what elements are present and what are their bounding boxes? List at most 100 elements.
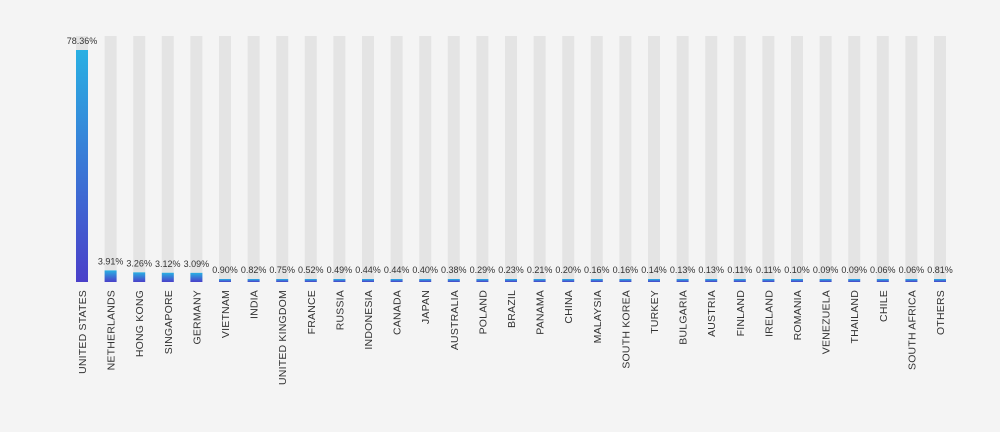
tick-label: FINLAND [735,290,747,337]
bar-track [619,36,632,282]
bar-track [447,36,460,282]
bar-track [791,36,803,282]
data-label: 0.44% [355,265,381,275]
bar [619,279,632,282]
data-label: 3.12% [155,259,181,269]
bar-track [590,36,603,282]
bar-track [648,36,660,282]
tick-label: CANADA [392,290,404,335]
tick-label: SINGAPORE [163,290,175,354]
data-bars [76,50,946,282]
data-label: 0.40% [412,265,438,275]
data-label: 0.82% [241,265,267,275]
data-label: 0.09% [813,265,839,275]
bar-track [133,36,146,282]
bar-track [333,36,346,282]
data-label: 0.16% [584,265,610,275]
data-label: 0.13% [670,265,696,275]
bar-track [934,36,946,282]
tick-label: FRANCE [306,290,318,334]
tick-label: SOUTH KOREA [620,290,632,369]
data-label: 0.38% [441,265,467,275]
bar-track [190,36,203,282]
bar-track [476,36,489,282]
tick-label: THAILAND [849,290,861,344]
tick-label: ROMANIA [792,290,804,340]
bar-track [533,36,546,282]
tick-label: BRAZIL [506,290,518,328]
bar-track [562,36,575,282]
tick-label: POLAND [477,290,489,335]
bar [733,279,746,282]
bar [104,270,117,282]
bar [190,272,203,282]
tick-label: JAPAN [420,290,432,324]
data-label: 0.23% [498,265,524,275]
data-label: 0.13% [698,265,724,275]
tick-label: INDONESIA [363,290,375,350]
bar [76,50,88,282]
bar [161,272,174,282]
bar [333,279,346,282]
tick-label: CHINA [563,290,575,324]
bar [676,279,689,282]
data-label: 0.21% [527,265,553,275]
bar-track [733,36,746,282]
bar-track [362,36,374,282]
bar-track [819,36,832,282]
background-tracks [76,36,946,282]
tick-label: UNITED STATES [77,290,89,374]
data-label: 3.09% [184,259,210,269]
bar-track [762,36,775,282]
bar [848,279,861,282]
bar [505,279,517,282]
bar-track [104,36,117,282]
bar [934,279,946,282]
tick-label: VENEZUELA [821,290,833,354]
bar [876,279,889,282]
data-label: 0.16% [613,265,639,275]
data-label: 3.91% [98,256,124,266]
category-labels: UNITED STATES NETHERLANDS HONG KONG SINGAPO… [77,290,947,385]
tick-label: AUSTRALIA [449,290,461,350]
bar-track [848,36,861,282]
data-label: 0.44% [384,265,410,275]
tick-label: UNITED KINGDOM [277,290,289,385]
bar-track [390,36,403,282]
tick-label: AUSTRIA [706,290,718,337]
bar-track [161,36,174,282]
tick-label: RUSSIA [334,290,346,330]
data-label: 3.26% [126,258,152,268]
tick-label: INDIA [249,290,261,319]
data-label: 0.11% [756,265,781,275]
data-label: 0.10% [784,265,810,275]
bar [276,279,289,282]
data-label: 0.90% [212,265,238,275]
bar [476,279,489,282]
data-label: 0.81% [927,265,953,275]
bar-track [705,36,718,282]
data-label: 0.09% [841,265,867,275]
bar [590,279,603,282]
bar-track [276,36,289,282]
data-label: 0.29% [470,265,496,275]
tick-label: PANAMA [535,290,547,335]
tick-label: OTHERS [935,290,947,335]
bar-track [876,36,889,282]
bar-track [505,36,517,282]
tick-label: VIETNAM [220,290,232,338]
data-label: 0.06% [899,265,925,275]
bar [304,279,317,282]
bar-track [905,36,918,282]
tick-label: NETHERLANDS [106,290,118,370]
bar [905,279,918,282]
tick-label: BULGARIA [678,290,690,345]
data-label: 0.06% [870,265,896,275]
data-label: 78.36% [67,36,98,46]
value-labels: 78.36% 3.91% 3.26% 3.12% 3.09%0.90% 0.82% 0.75… [67,36,953,275]
tick-label: IRELAND [763,290,775,337]
bar [219,279,231,282]
tick-label: MALAYSIA [592,290,604,343]
bar-track [419,36,432,282]
